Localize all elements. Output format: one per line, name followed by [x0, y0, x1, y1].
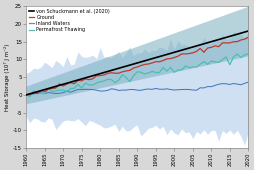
Legend: von Schuckmann et al. (2020), Ground, Inland Waters, Permafrost Thawing: von Schuckmann et al. (2020), Ground, In…: [27, 8, 110, 33]
Y-axis label: Heat Storage (10⁷ J m⁻²): Heat Storage (10⁷ J m⁻²): [4, 44, 10, 111]
